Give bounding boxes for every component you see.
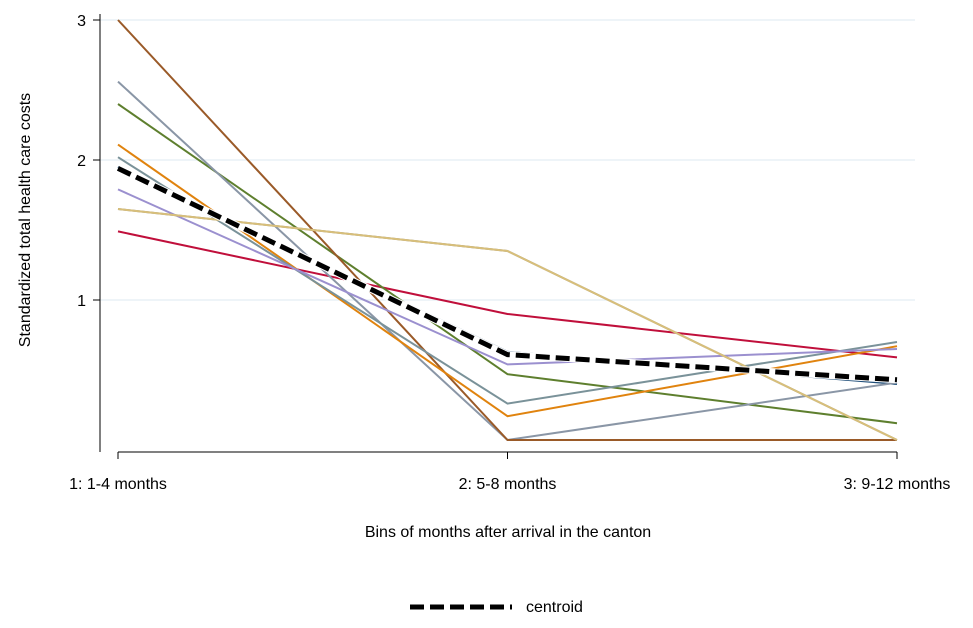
legend: centroid <box>410 599 583 616</box>
series-line-4 <box>117 80 898 442</box>
series-line-8 <box>117 188 898 366</box>
x-tick-label: 3: 9-12 months <box>844 476 951 493</box>
series-lines <box>116 19 898 442</box>
x-tick-label: 1: 1-4 months <box>69 476 167 493</box>
series-line-5 <box>117 19 897 441</box>
x-axis-label: Bins of months after arrival in the cant… <box>365 524 651 541</box>
series-line-centroid <box>116 166 898 383</box>
axes <box>99 14 897 453</box>
series-line-7 <box>117 156 898 405</box>
x-tick-label: 2: 5-8 months <box>459 476 557 493</box>
gridlines <box>100 19 915 301</box>
y-tick-label: 2 <box>77 153 86 170</box>
legend-centroid-label: centroid <box>526 599 583 616</box>
y-tick-label: 3 <box>77 13 86 30</box>
y-tick-label: 1 <box>77 293 86 310</box>
series-line-3 <box>117 103 898 425</box>
x-ticks: 1: 1-4 months 2: 5-8 months 3: 9-12 months <box>69 452 950 493</box>
y-axis-label: Standardized total health care costs <box>17 93 34 347</box>
series-line-10 <box>117 208 898 441</box>
series-line-9 <box>117 208 898 441</box>
y-ticks: 1 2 3 <box>77 13 100 310</box>
series-line-2 <box>117 230 898 359</box>
series-centroid-halo <box>116 165 898 384</box>
